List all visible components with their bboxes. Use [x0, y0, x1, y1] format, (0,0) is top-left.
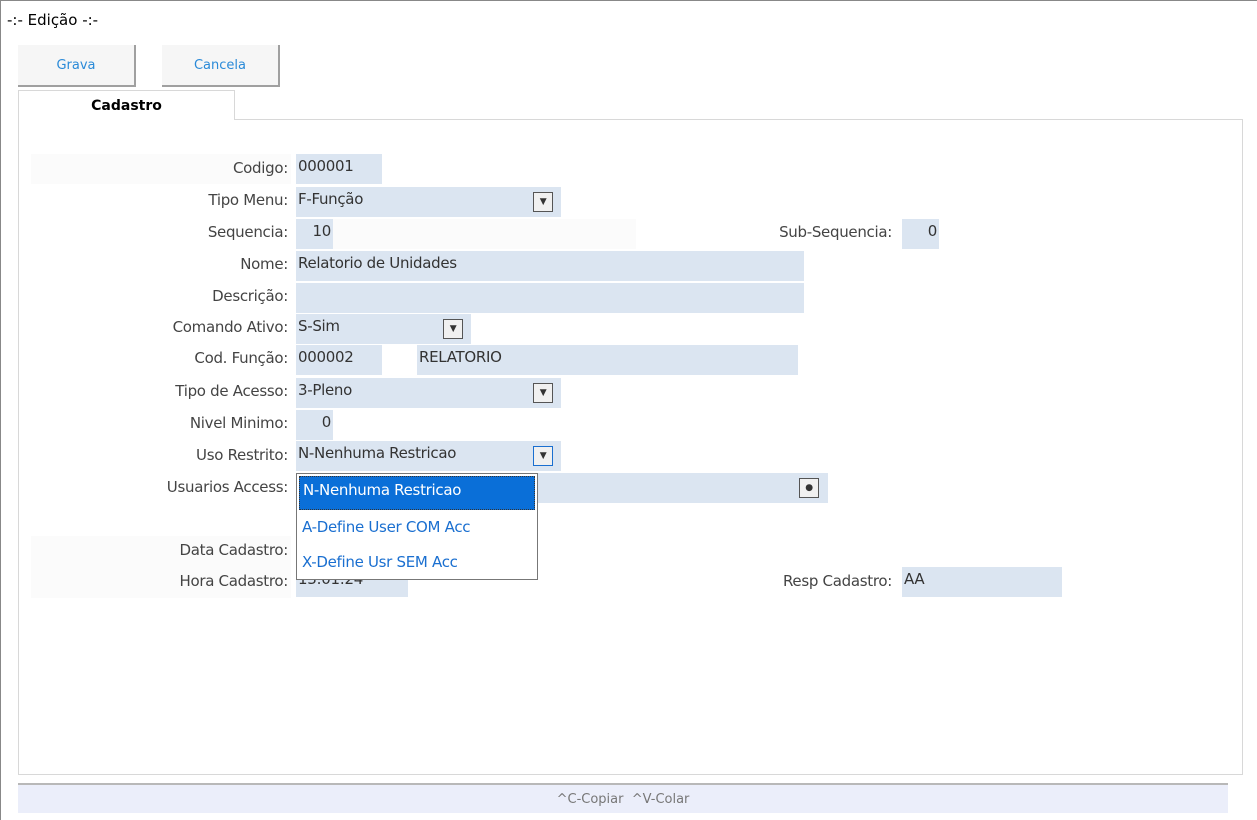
status-bar: ^C-Copiar ^V-Colar — [18, 783, 1228, 813]
form-panel — [18, 119, 1243, 775]
option-nenhuma-restricao[interactable]: N-Nenhuma Restricao — [299, 476, 535, 510]
data-cadastro-label: Data Cadastro: — [179, 541, 288, 559]
tipo-menu-value: F-Função — [298, 190, 364, 208]
tipo-menu-label: Tipo Menu: — [208, 191, 288, 209]
tipo-acesso-label: Tipo de Acesso: — [175, 382, 288, 400]
cancel-button[interactable]: Cancela — [162, 45, 280, 87]
nome-label: Nome: — [240, 255, 288, 273]
tab-cadastro[interactable]: Cadastro — [18, 90, 235, 120]
sub-sequencia-label: Sub-Sequencia: — [779, 223, 892, 241]
lookup-icon[interactable]: ● — [799, 478, 819, 498]
chevron-down-icon[interactable]: ▼ — [533, 383, 553, 403]
save-button[interactable]: Grava — [18, 45, 136, 87]
row-bg — [31, 536, 291, 598]
codigo-label: Codigo: — [233, 159, 288, 177]
comando-ativo-label: Comando Ativo: — [172, 318, 289, 336]
chevron-down-icon[interactable]: ▼ — [533, 192, 553, 212]
hora-cadastro-label: Hora Cadastro: — [179, 572, 288, 590]
resp-cadastro-label: Resp Cadastro: — [782, 572, 892, 590]
option-define-user-com-acc[interactable]: A-Define User COM Acc — [302, 518, 471, 536]
uso-restrito-select[interactable]: N-Nenhuma Restricao ▼ — [296, 441, 561, 471]
usuarios-access-label: Usuarios Access: — [166, 478, 289, 496]
sequencia-field[interactable]: 10 — [296, 219, 333, 249]
codigo-field[interactable]: 000001 — [296, 154, 382, 184]
tipo-acesso-select[interactable]: 3-Pleno ▼ — [296, 378, 561, 408]
cod-funcao-desc: RELATORIO — [417, 345, 798, 375]
chevron-down-icon[interactable]: ▼ — [443, 319, 463, 339]
chevron-down-icon[interactable]: ▼ — [533, 446, 553, 466]
cod-funcao-field[interactable]: 000002 — [296, 345, 382, 375]
row-bg — [333, 219, 636, 249]
comando-ativo-select[interactable]: S-Sim ▼ — [296, 314, 471, 344]
descricao-field[interactable] — [296, 283, 804, 313]
nivel-minimo-label: Nivel Minimo: — [189, 414, 288, 432]
uso-restrito-dropdown: N-Nenhuma Restricao A-Define User COM Ac… — [296, 473, 538, 580]
resp-cadastro-field: AA — [902, 567, 1062, 597]
window-title: -:- Edição -:- — [7, 11, 99, 29]
nome-field[interactable]: Relatorio de Unidades — [296, 251, 804, 281]
cod-funcao-label: Cod. Função: — [194, 349, 288, 367]
row-bg — [31, 154, 291, 184]
option-define-usr-sem-acc[interactable]: X-Define Usr SEM Acc — [302, 553, 458, 571]
descricao-label: Descrição: — [212, 287, 288, 305]
uso-restrito-value: N-Nenhuma Restricao — [298, 444, 457, 462]
nivel-minimo-field[interactable]: 0 — [296, 410, 333, 440]
sub-sequencia-field[interactable]: 0 — [902, 219, 939, 249]
comando-ativo-value: S-Sim — [298, 317, 340, 335]
sequencia-label: Sequencia: — [207, 223, 288, 241]
uso-restrito-label: Uso Restrito: — [196, 446, 288, 464]
tipo-acesso-value: 3-Pleno — [298, 381, 352, 399]
tipo-menu-select[interactable]: F-Função ▼ — [296, 187, 561, 217]
